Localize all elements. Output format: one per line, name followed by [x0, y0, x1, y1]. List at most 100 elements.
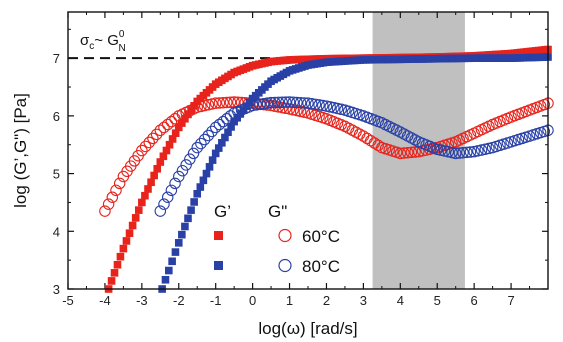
data-point-square	[141, 191, 149, 200]
data-point-circle	[405, 146, 418, 159]
data-point-square	[168, 135, 177, 143]
y-tick-label: 3	[53, 282, 60, 297]
data-point-square	[202, 169, 211, 178]
x-tick-label: 5	[434, 293, 441, 308]
data-point-circle	[302, 97, 314, 109]
data-point-square	[122, 237, 131, 245]
data-point-square	[138, 198, 146, 207]
data-point-circle	[261, 97, 274, 109]
x-tick-label: 3	[360, 293, 367, 308]
data-point-square	[181, 222, 189, 231]
legend: G’ G" 60°C 80°C	[214, 202, 340, 276]
data-point-circle	[317, 99, 329, 112]
data-point-square	[224, 128, 232, 137]
data-point-circle	[309, 98, 322, 111]
x-tick-label: 6	[471, 293, 478, 308]
series-3	[154, 96, 554, 217]
data-point-circle	[257, 98, 270, 110]
data-point-circle	[173, 170, 185, 183]
data-point-circle	[206, 125, 218, 138]
data-point-circle	[165, 184, 178, 197]
data-point-square	[150, 171, 158, 180]
data-point-circle	[224, 96, 237, 109]
legend-marker-filled-80c	[214, 261, 223, 270]
data-point-circle	[102, 198, 115, 210]
data-point-circle	[195, 137, 207, 150]
data-point-square	[165, 140, 174, 149]
series-2	[158, 53, 552, 293]
data-point-square	[187, 206, 195, 214]
data-point-square	[174, 123, 183, 132]
data-point-square	[119, 244, 128, 253]
data-point-circle	[158, 198, 170, 210]
data-point-circle	[232, 96, 244, 109]
data-point-circle	[209, 97, 222, 109]
x-tick-label: 2	[323, 293, 330, 308]
series-1	[99, 96, 554, 217]
annotation-sup: 0	[119, 29, 125, 40]
plot-frame	[67, 11, 549, 290]
data-point-square	[221, 133, 229, 142]
data-point-square	[190, 198, 198, 206]
data-point-circle	[453, 147, 466, 159]
annotation-sub2: N	[118, 43, 125, 54]
data-point-square	[190, 101, 198, 110]
x-tick-label: 1	[286, 293, 293, 308]
y-tick-label: 7	[53, 51, 60, 66]
data-point-square	[230, 117, 238, 126]
x-tick-label: -4	[99, 293, 111, 308]
legend-label-80c: 80°C	[302, 257, 340, 276]
data-point-circle	[161, 191, 174, 203]
data-point-square	[147, 178, 155, 187]
x-axis-label: log(ω) [rad/s]	[258, 319, 357, 338]
x-tick-label: -2	[173, 293, 185, 308]
data-point-square	[227, 123, 235, 131]
data-point-circle	[280, 102, 292, 115]
data-point-square	[171, 248, 180, 256]
data-point-square	[113, 260, 122, 269]
x-tick-label: 4	[397, 293, 404, 308]
x-tick-label: -1	[210, 293, 222, 308]
data-point-circle	[217, 115, 229, 128]
legend-header-open: G"	[268, 202, 287, 221]
legend-marker-open-80c	[278, 258, 292, 273]
data-point-square	[156, 158, 165, 166]
data-point-circle	[139, 140, 152, 153]
data-point-circle	[221, 96, 233, 109]
data-point-circle	[184, 153, 196, 165]
data-point-circle	[150, 128, 163, 141]
data-point-circle	[269, 96, 281, 109]
data-point-circle	[143, 136, 155, 149]
data-point-square	[211, 149, 220, 158]
data-point-square	[245, 98, 254, 107]
data-point-circle	[294, 96, 307, 109]
data-point-circle	[187, 147, 200, 160]
data-point-circle	[313, 99, 325, 111]
data-point-circle	[176, 164, 189, 177]
data-point-circle	[461, 146, 473, 159]
data-point-circle	[464, 146, 477, 158]
data-point-circle	[213, 97, 226, 109]
legend-header-filled: G’	[214, 202, 231, 221]
data-point-circle	[280, 96, 292, 108]
data-point-circle	[154, 205, 167, 217]
data-point-circle	[191, 141, 203, 154]
legend-marker-open-60c	[278, 228, 292, 243]
data-point-circle	[110, 184, 122, 197]
data-point-square	[125, 229, 134, 238]
data-point-circle	[136, 144, 148, 157]
data-point-circle	[217, 96, 229, 109]
data-point-square	[178, 119, 186, 127]
data-point-square	[174, 239, 183, 247]
data-point-circle	[254, 98, 266, 111]
data-point-circle	[298, 97, 311, 109]
data-point-circle	[221, 113, 233, 125]
y-tick-label: 5	[53, 167, 60, 182]
data-point-circle	[272, 96, 285, 109]
data-point-circle	[269, 100, 281, 112]
data-point-circle	[265, 96, 277, 109]
data-point-square	[205, 163, 214, 171]
data-point-circle	[287, 96, 299, 109]
